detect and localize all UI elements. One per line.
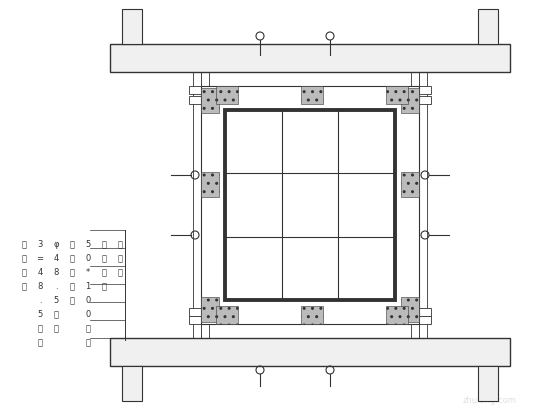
Bar: [301, 86, 323, 104]
Bar: [401, 172, 419, 197]
Bar: [478, 366, 498, 401]
Bar: [201, 297, 219, 322]
Bar: [411, 72, 419, 338]
Bar: [201, 86, 419, 324]
Text: 板: 板: [101, 254, 106, 263]
Text: 支: 支: [69, 254, 74, 263]
Bar: [193, 72, 201, 338]
Text: 中: 中: [21, 282, 26, 291]
Text: 4: 4: [53, 254, 59, 263]
Text: 采: 采: [101, 268, 106, 277]
Text: 材: 材: [38, 338, 43, 347]
Text: 木: 木: [86, 324, 91, 333]
Text: 树: 树: [21, 254, 26, 263]
Bar: [189, 308, 431, 316]
Text: =: =: [36, 254, 44, 263]
Bar: [201, 172, 219, 197]
Bar: [122, 366, 142, 401]
Text: *: *: [86, 268, 90, 277]
Text: 3: 3: [38, 240, 43, 249]
Text: 0: 0: [85, 296, 91, 305]
Text: 出: 出: [21, 240, 26, 249]
Bar: [419, 72, 427, 338]
Text: 用: 用: [69, 296, 74, 305]
Text: 采: 采: [69, 282, 74, 291]
Text: 8: 8: [38, 282, 43, 291]
Bar: [201, 88, 219, 113]
Text: 0: 0: [85, 254, 91, 263]
Text: 钉: 钉: [54, 324, 58, 333]
Text: 0: 0: [85, 310, 91, 319]
Text: 5: 5: [53, 296, 59, 305]
Bar: [201, 72, 209, 338]
Bar: [216, 306, 237, 324]
Bar: [478, 9, 498, 44]
Bar: [386, 86, 408, 104]
Bar: [189, 86, 431, 94]
Bar: [225, 110, 395, 300]
Bar: [301, 306, 323, 324]
Text: 1: 1: [85, 282, 91, 291]
Text: φ: φ: [53, 240, 59, 249]
Text: 条: 条: [86, 338, 91, 347]
Text: 模: 模: [101, 240, 106, 249]
Bar: [122, 9, 142, 44]
Text: zhulong.com: zhulong.com: [463, 396, 517, 404]
Bar: [110, 44, 510, 72]
Text: .: .: [39, 296, 41, 305]
Text: 注: 注: [118, 254, 123, 263]
Text: 钉: 钉: [54, 310, 58, 319]
Text: 备: 备: [118, 240, 123, 249]
Bar: [401, 297, 419, 322]
Bar: [386, 306, 408, 324]
Bar: [110, 338, 510, 366]
Bar: [189, 96, 431, 104]
Text: 擔: 擔: [69, 268, 74, 277]
Text: 5: 5: [85, 240, 91, 249]
Text: ：: ：: [118, 268, 123, 277]
Bar: [401, 88, 419, 113]
Text: 5: 5: [38, 310, 43, 319]
Text: .: .: [55, 282, 57, 291]
Bar: [216, 86, 237, 104]
Text: 材: 材: [21, 268, 26, 277]
Text: 用: 用: [101, 282, 106, 291]
Text: 4: 4: [38, 268, 43, 277]
Text: 键: 键: [38, 324, 43, 333]
Text: 杆: 杆: [69, 240, 74, 249]
Bar: [189, 316, 431, 324]
Text: 8: 8: [53, 268, 59, 277]
